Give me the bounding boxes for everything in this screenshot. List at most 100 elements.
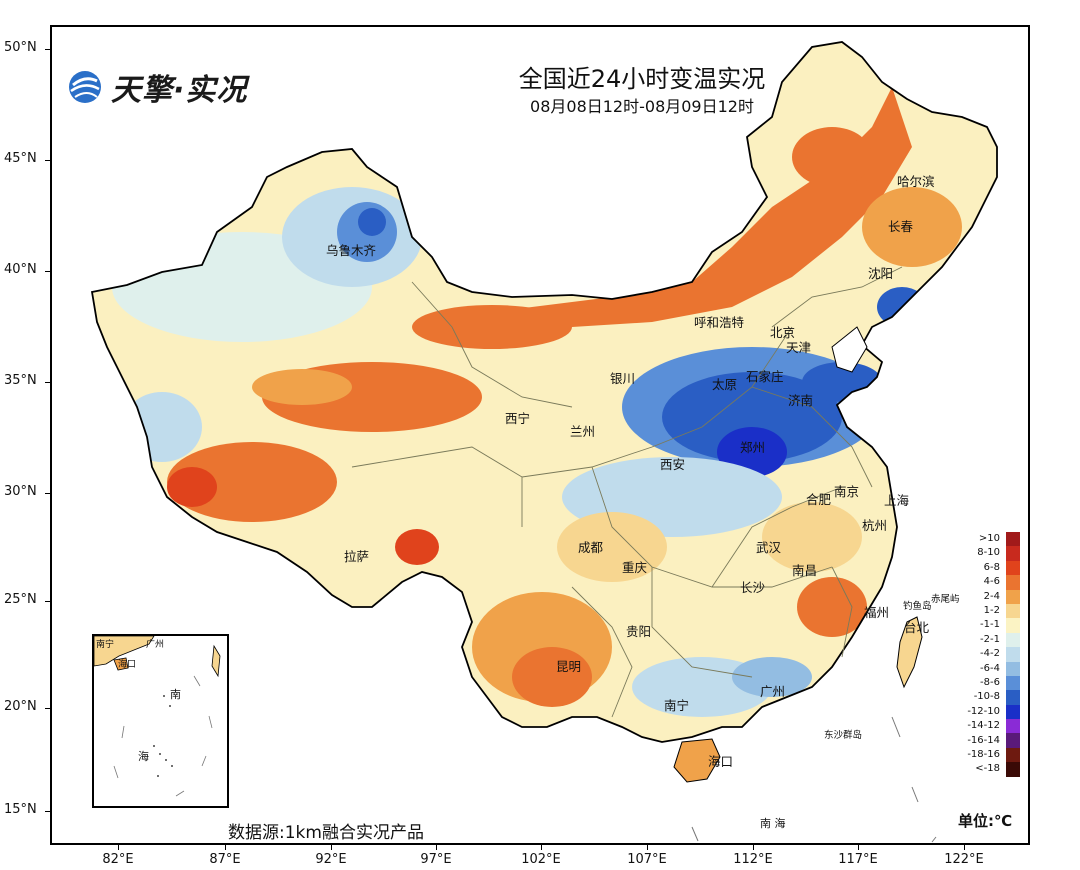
map-frame: 全国近24小时变温实况 08月08日12时-08月09日12时	[50, 25, 1030, 845]
city-label-lanzhou: 兰州	[570, 424, 596, 439]
city-label-shenyang: 沈阳	[868, 266, 894, 281]
legend-label: -18-16	[967, 749, 1000, 760]
legend-swatch	[1006, 733, 1020, 748]
inset-label-haikou: 海口	[118, 660, 137, 670]
logo-text: 天擎·实况	[111, 73, 248, 108]
province-borders	[351, 266, 903, 718]
tick	[436, 845, 437, 850]
city-label-lhasa: 拉萨	[344, 549, 370, 564]
legend-label: -1-1	[980, 619, 1000, 631]
city-label-nanjing: 南京	[834, 484, 860, 499]
taiwan-island	[896, 616, 923, 689]
lon-label-112: 112°E	[733, 852, 773, 867]
inset-label-nanning: 南宁	[96, 640, 115, 650]
legend-swatch	[1006, 675, 1020, 691]
legend-label: -16-14	[967, 734, 1000, 746]
color-legend: >10 8-10 6-8 4-6 2-4 1-2 -1-1 -2-1 -4-2 -6-4 -8-6 -…	[967, 532, 1020, 777]
lat-label-15: 15°N	[4, 802, 37, 817]
city-label-chongqing: 重庆	[622, 560, 648, 575]
lat-label-45: 45°N	[4, 151, 37, 166]
lon-label-92: 92°E	[315, 852, 347, 867]
temperature-change-map	[90, 41, 998, 843]
city-label-taiyuan: 太原	[712, 377, 738, 392]
legend-swatch	[1006, 532, 1020, 547]
tick	[45, 708, 50, 709]
legend-unit: 单位:℃	[958, 812, 1013, 830]
lat-label-20: 20°N	[4, 699, 37, 714]
tick	[118, 845, 119, 850]
inset-label-hai: 海	[138, 750, 149, 763]
lon-label-102: 102°E	[521, 852, 561, 867]
inset-map	[94, 636, 221, 797]
legend-label: >10	[978, 533, 1000, 544]
city-label-hefei: 合肥	[806, 492, 832, 507]
city-label-wuhan: 武汉	[756, 540, 782, 555]
tick	[331, 845, 332, 850]
lat-label-35: 35°N	[4, 373, 37, 388]
legend-swatch	[1006, 603, 1020, 619]
city-label-yinchuan: 银川	[610, 371, 636, 386]
lon-label-87: 87°E	[209, 852, 241, 867]
legend-label: -6-4	[980, 662, 1000, 674]
globe-icon	[69, 71, 101, 103]
legend-swatch	[1006, 560, 1020, 576]
legend-label: 4-6	[983, 576, 1000, 588]
hainan-island	[673, 738, 721, 783]
legend-label: -12-10	[967, 705, 1000, 717]
tick	[964, 845, 965, 850]
lat-label-50: 50°N	[4, 40, 37, 55]
warm-zone-tibet-2	[167, 467, 217, 507]
legend-swatch	[1006, 762, 1020, 777]
cold-zone-north-china-core	[662, 372, 842, 462]
city-label-guiyang: 贵阳	[626, 624, 652, 639]
legend-swatch	[1006, 575, 1020, 590]
legend-label: 1-2	[983, 605, 1000, 616]
warm-zone-northeast-2	[792, 127, 872, 187]
city-label-shijiazhuang: 石家庄	[746, 369, 784, 384]
city-label-xining: 西宁	[505, 411, 531, 426]
lon-label-107: 107°E	[627, 852, 667, 867]
legend-label: 6-8	[983, 561, 1000, 573]
city-label-changchun: 长春	[888, 219, 914, 234]
lon-label-97: 97°E	[420, 852, 452, 867]
city-label-hangzhou: 杭州	[862, 518, 888, 533]
city-label-haikou: 海口	[708, 754, 734, 769]
tick	[225, 845, 226, 850]
legend-label: -14-12	[967, 720, 1000, 732]
city-label-changsha: 长沙	[740, 580, 766, 595]
inset-label-nan: 南	[170, 688, 181, 701]
legend-swatch	[1006, 661, 1020, 676]
map-subtitle: 08月08日12时-08月09日12时	[530, 97, 754, 116]
tick	[45, 160, 50, 161]
tick	[45, 493, 50, 494]
warm-zone-yunnan-2	[512, 647, 592, 707]
city-label-chengdu: 成都	[578, 540, 604, 555]
city-label-taipei: 台北	[904, 620, 930, 635]
cold-zone-urumqi-core	[358, 208, 386, 236]
city-label-harbin: 哈尔滨	[897, 174, 935, 189]
south-china-sea-inset: 南宁 广州 海口 南 海	[92, 634, 229, 808]
tick	[45, 601, 50, 602]
lat-label-30: 30°N	[4, 484, 37, 499]
city-label-shanghai: 上海	[884, 493, 910, 508]
legend-label: <-18	[975, 763, 1000, 775]
lat-label-40: 40°N	[4, 262, 37, 277]
city-label-tianjin: 天津	[786, 340, 812, 355]
legend-label: -4-2	[980, 648, 1000, 660]
legend-swatch	[1006, 719, 1020, 734]
map-title: 全国近24小时变温实况	[518, 65, 766, 93]
bohai-sea	[831, 326, 868, 373]
tick	[45, 49, 50, 50]
south-sea-dashes	[691, 716, 937, 843]
tick	[541, 845, 542, 850]
city-label-kunming: 昆明	[556, 659, 582, 674]
legend-swatch	[1006, 618, 1020, 633]
tick	[858, 845, 859, 850]
warm-zone-inner-mongolia	[492, 87, 912, 327]
lon-label-122: 122°E	[944, 852, 984, 867]
legend-label: -8-6	[980, 677, 1000, 688]
legend-swatch	[1006, 546, 1020, 561]
tick	[45, 271, 50, 272]
cool-zone-guangdong	[732, 657, 812, 697]
label-nanhai: 南 海	[760, 817, 786, 830]
